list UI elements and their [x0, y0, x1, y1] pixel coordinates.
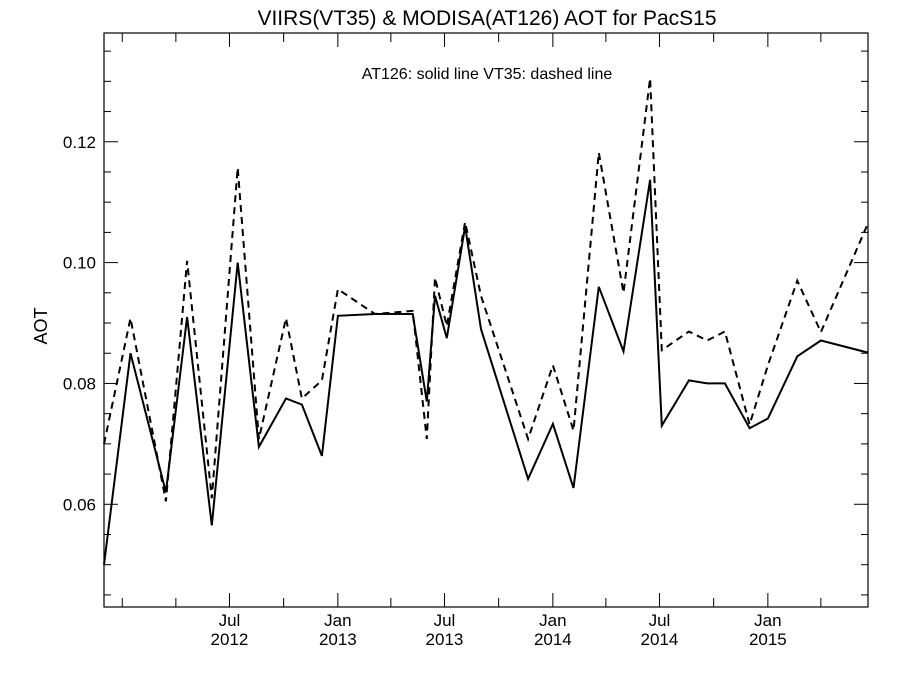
- x-tick-label-month: Jul: [219, 611, 241, 630]
- x-tick-label-year: 2014: [641, 630, 679, 649]
- x-tick-label-year: 2013: [319, 630, 357, 649]
- y-tick-label: 0.08: [63, 374, 96, 393]
- x-tick-label-year: 2013: [426, 630, 464, 649]
- y-axis-label: AOT: [31, 307, 51, 344]
- series-line-vt35: [103, 78, 869, 502]
- line-style-legend: AT126: solid line VT35: dashed line: [362, 66, 613, 83]
- x-tick-label-month: Jul: [434, 611, 456, 630]
- x-tick-label-year: 2015: [749, 630, 787, 649]
- y-tick-label: 0.12: [63, 133, 96, 152]
- x-tick-label-month: Jan: [324, 611, 351, 630]
- x-tick-label-year: 2012: [211, 630, 249, 649]
- x-tick-label-month: Jan: [539, 611, 566, 630]
- x-tick-label-year: 2014: [534, 630, 572, 649]
- x-tick-label-month: Jan: [754, 611, 781, 630]
- series-line-at126: [103, 179, 869, 565]
- y-axis-ticks: 0.06 0.08 0.10 0.12: [63, 50, 868, 596]
- y-tick-label: 0.10: [63, 254, 96, 273]
- x-axis-ticks: Jul2012Jan2013Jul2013Jan2014Jul2014Jan20…: [121, 33, 822, 649]
- plot-frame: [103, 32, 869, 608]
- y-tick-label: 0.06: [63, 495, 96, 514]
- x-tick-label-month: Jul: [649, 611, 671, 630]
- chart-title: VIIRS(VT35) & MODISA(AT126) AOT for PacS…: [257, 7, 716, 30]
- series-layer: [103, 78, 869, 565]
